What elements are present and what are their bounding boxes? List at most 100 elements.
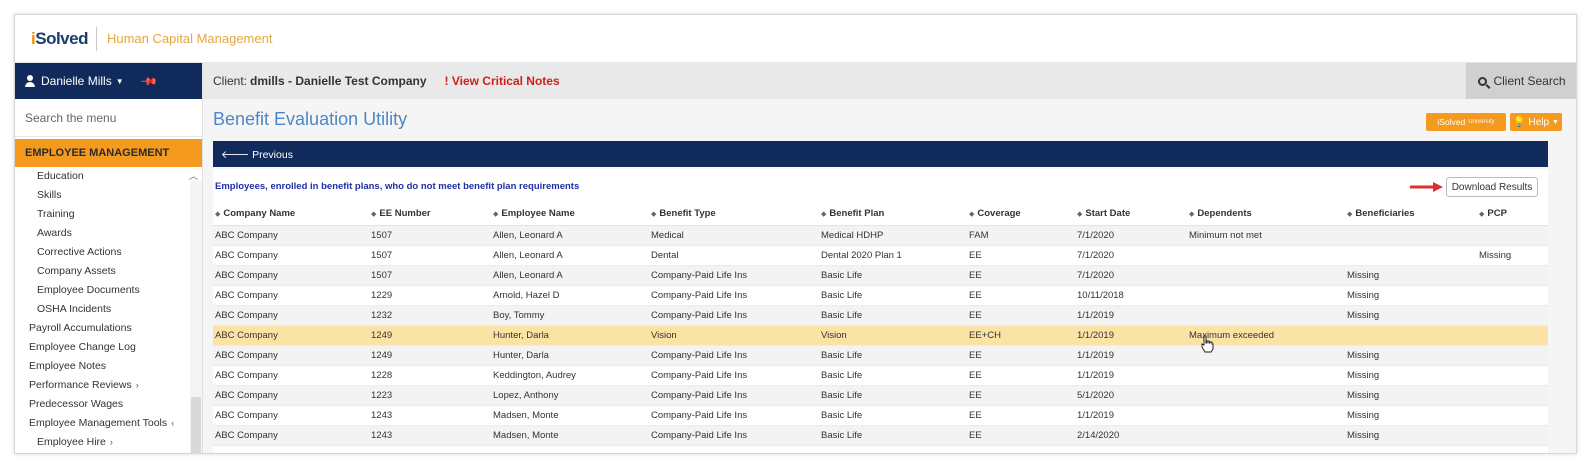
table-cell: 1249	[369, 345, 491, 366]
menu-search-input[interactable]: Search the menu	[15, 99, 202, 137]
isolved-logo[interactable]: iSolved	[31, 29, 88, 49]
column-header[interactable]: ◆ Coverage	[967, 203, 1075, 226]
sidebar-item[interactable]: OSHA Incidents	[15, 300, 202, 319]
table-cell: Missing	[1345, 285, 1477, 306]
table-cell: EE	[967, 245, 1075, 266]
sidebar-item[interactable]: Training	[15, 205, 202, 224]
table-cell: 10/11/2018	[1075, 285, 1187, 306]
table-row[interactable]: ABC Company 1249 Hunter, Darla Company-Paid…	[213, 345, 1548, 366]
column-header[interactable]: ◆ Start Date	[1075, 203, 1187, 226]
table-row[interactable]: ABC Company 1243 Madsen, Monte Company-Paid…	[213, 425, 1548, 446]
sort-icon: ◆	[821, 211, 827, 219]
table-cell: 1232	[369, 305, 491, 326]
table-row[interactable]: ABC Company 1223 Lopez, Anthony Company-Pai…	[213, 385, 1548, 406]
isolved-university-button[interactable]: iSolved University	[1426, 113, 1506, 131]
column-header[interactable]: ◆ EE Number	[369, 203, 491, 226]
user-menu[interactable]: Danielle Mills ▼ 📌	[15, 63, 202, 99]
brand-bar: iSolved Human Capital Management	[15, 15, 1576, 63]
university-sub-label: University	[1468, 119, 1495, 125]
sort-icon: ◆	[1189, 211, 1195, 219]
sidebar-item[interactable]: Employee Hire ›	[15, 433, 202, 452]
table-row[interactable]: ABC Company 1249 Hunter, Darla Vision Vision…	[213, 325, 1548, 346]
column-header-label: EE Number	[379, 208, 431, 220]
column-header[interactable]: ◆ Beneficiaries	[1345, 203, 1477, 226]
help-button[interactable]: 💡 Help ▼	[1510, 113, 1562, 131]
table-cell: Basic Life	[819, 265, 967, 286]
table-row[interactable]: ABC Company 1243 Madsen, Monte Company-Paid…	[213, 405, 1548, 426]
table-row[interactable]: ABC Company 1507 Allen, Leonard A Dental Den…	[213, 245, 1548, 266]
table-cell: FAM	[967, 225, 1075, 246]
caret-down-icon: ▼	[115, 76, 124, 86]
client-search-label: Client Search	[1493, 74, 1566, 88]
column-header[interactable]: ◆ Dependents	[1187, 203, 1345, 226]
sidebar-item-label: Company Assets	[37, 265, 116, 277]
annotation-arrow-icon	[1410, 182, 1443, 192]
sidebar-item[interactable]: Corrective Actions	[15, 243, 202, 262]
table-cell	[1477, 345, 1548, 366]
table-cell	[1187, 365, 1345, 386]
sidebar-item[interactable]: Employee Notes	[15, 357, 202, 376]
arrow-left-icon: 🡐	[221, 148, 250, 161]
table-cell: Hunter, Darla	[491, 345, 649, 366]
sidebar-item[interactable]: Education	[15, 167, 202, 186]
sidebar-item-label: Corrective Actions	[37, 246, 122, 258]
table-cell: Dental 2020 Plan 1	[819, 245, 967, 266]
table-cell	[1187, 385, 1345, 406]
client-search-button[interactable]: Client Search	[1466, 63, 1576, 99]
sidebar-item[interactable]: Employee Change Log	[15, 338, 202, 357]
caret-down-icon: ▼	[1551, 118, 1559, 126]
table-cell: 1/1/2019	[1075, 405, 1187, 426]
logo-i: i	[31, 28, 36, 48]
column-header-label: PCP	[1487, 208, 1507, 220]
column-header[interactable]: ◆ Company Name	[213, 203, 369, 226]
table-cell: Company-Paid Life Ins	[649, 425, 819, 446]
sidebar-item-label: Payroll Accumulations	[29, 322, 132, 334]
table-cell: EE+CH	[967, 325, 1075, 346]
view-critical-notes-link[interactable]: ! View Critical Notes	[444, 74, 560, 88]
user-name: Danielle Mills	[41, 74, 112, 88]
column-header[interactable]: ◆ PCP	[1477, 203, 1548, 226]
sidebar-item[interactable]: Predecessor Wages	[15, 395, 202, 414]
table-row[interactable]: ABC Company 1229 Arnold, Hazel D Company-Pa…	[213, 285, 1548, 306]
sidebar-item[interactable]: Performance Reviews ›	[15, 376, 202, 395]
table-row[interactable]: ABC Company 1232 Boy, Tommy Company-Paid Li…	[213, 305, 1548, 326]
sidebar-item[interactable]: Employee Documents	[15, 281, 202, 300]
table-cell: Missing	[1345, 345, 1477, 366]
table-cell: Madsen, Monte	[491, 405, 649, 426]
sidebar-item[interactable]: Skills	[15, 186, 202, 205]
sidebar-item[interactable]: Company Assets	[15, 262, 202, 281]
previous-button[interactable]: 🡐 Previous	[221, 148, 293, 161]
pin-icon[interactable]: 📌	[139, 72, 158, 91]
column-header-label: Company Name	[223, 208, 296, 220]
table-cell: ABC Company	[213, 245, 369, 266]
table-row[interactable]: ABC Company 1507 Allen, Leonard A Company-P…	[213, 265, 1548, 286]
table-cell: Allen, Leonard A	[491, 265, 649, 286]
help-label: Help	[1528, 116, 1550, 128]
table-row[interactable]: ABC Company 1228 Keddington, Audrey Company…	[213, 365, 1548, 386]
table-cell: EE	[967, 405, 1075, 426]
download-results-button[interactable]: Download Results	[1446, 177, 1538, 197]
table-cell: Allen, Leonard A	[491, 225, 649, 246]
section-employee-management[interactable]: EMPLOYEE MANAGEMENT	[15, 139, 202, 167]
sidebar-item[interactable]: Employee Management Tools ‹	[15, 414, 202, 433]
sidebar-item[interactable]: Awards	[15, 224, 202, 243]
scrollbar-thumb[interactable]	[191, 397, 201, 453]
chevron-icon: ›	[109, 437, 113, 447]
table-cell: Company-Paid Life Ins	[649, 285, 819, 306]
scroll-up-icon[interactable]: ︿	[188, 171, 198, 181]
table-row[interactable]: ABC Company 1507 Allen, Leonard A Medical Me…	[213, 225, 1548, 246]
column-header[interactable]: ◆ Employee Name	[491, 203, 649, 226]
column-header[interactable]: ◆ Benefit Plan	[819, 203, 967, 226]
column-header-label: Benefit Type	[659, 208, 716, 220]
main-content: Benefit Evaluation Utility iSolved Univer…	[203, 99, 1576, 453]
column-header[interactable]: ◆ Benefit Type	[649, 203, 819, 226]
table-cell: ABC Company	[213, 305, 369, 326]
table-cell: Maximum exceeded	[1187, 325, 1345, 346]
table-cell	[1477, 225, 1548, 246]
table-cell: Basic Life	[819, 385, 967, 406]
scrollbar-track[interactable]	[190, 181, 202, 453]
hand-cursor-icon	[1201, 335, 1214, 353]
table-cell	[1187, 305, 1345, 326]
sidebar-item[interactable]: Payroll Accumulations	[15, 319, 202, 338]
university-label: iSolved	[1437, 117, 1466, 127]
